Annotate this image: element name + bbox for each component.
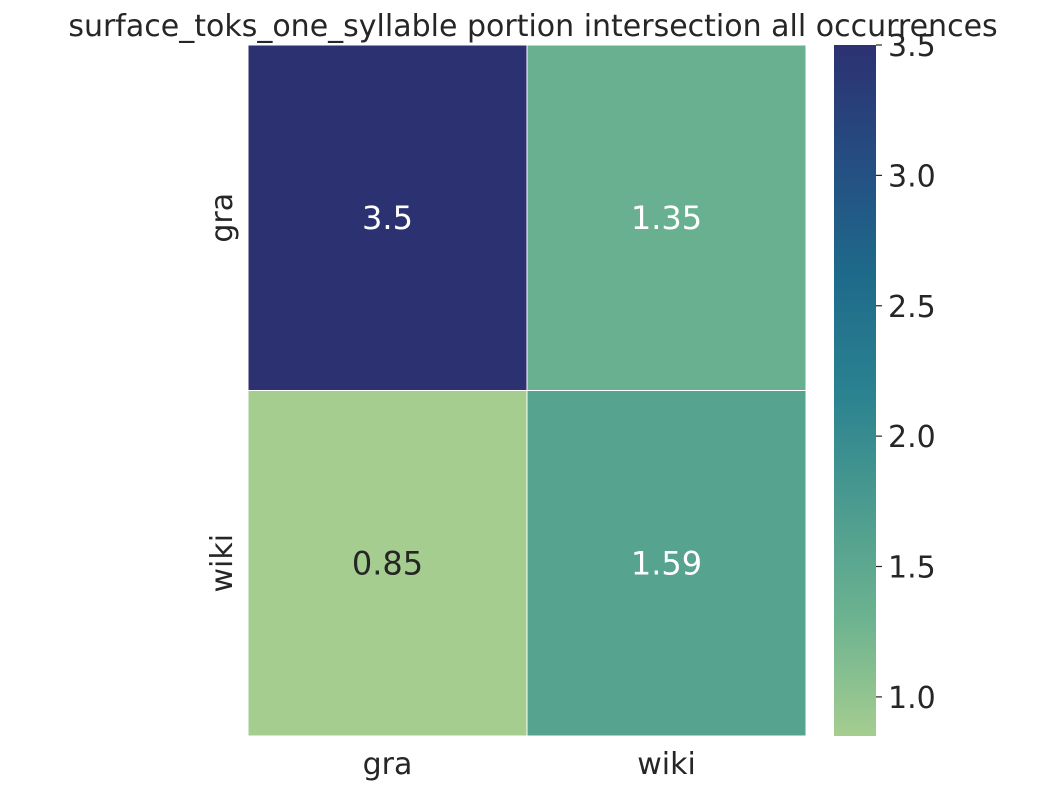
heatmap-cell-label-wiki-wiki: 1.59 [631,544,702,582]
colorbar-tick-label-3.0: 3.0 [888,159,936,194]
y-tick-label-gra: gra [205,193,240,243]
heatmap-cell-wiki-wiki [526,390,807,737]
heatmap-cell-gra-wiki [526,44,807,391]
heatmap-cell-wiki-gra [247,390,528,737]
x-tick-label-gra: gra [363,747,413,782]
colorbar [834,45,876,736]
heatmap-cell-label-wiki-gra: 0.85 [352,544,423,582]
colorbar-tick-label-2.5: 2.5 [888,290,936,325]
colorbar-tick-label-1.0: 1.0 [888,681,936,716]
colorbar-tick-label-3.5: 3.5 [888,29,936,64]
x-axis-tick-labels: gra wiki [363,747,696,782]
heatmap-cells [247,44,807,737]
y-tick-label-wiki: wiki [205,534,240,593]
heatmap-cell-label-gra-gra: 3.5 [362,199,413,237]
y-axis-tick-labels: gra wiki [205,193,240,593]
colorbar-tick-label-2.0: 2.0 [888,420,936,455]
heatmap-cell-labels: 3.5 1.35 0.85 1.59 [352,199,702,583]
chart-title: surface_toks_one_syllable portion inters… [68,9,997,44]
colorbar-ticks: 1.0 1.5 2.0 2.5 3.0 3.5 [876,29,936,716]
heatmap-cell-label-gra-wiki: 1.35 [631,199,702,237]
x-tick-label-wiki: wiki [637,747,696,782]
colorbar-tick-label-1.5: 1.5 [888,551,936,586]
heatmap-cell-gra-gra [247,44,528,391]
